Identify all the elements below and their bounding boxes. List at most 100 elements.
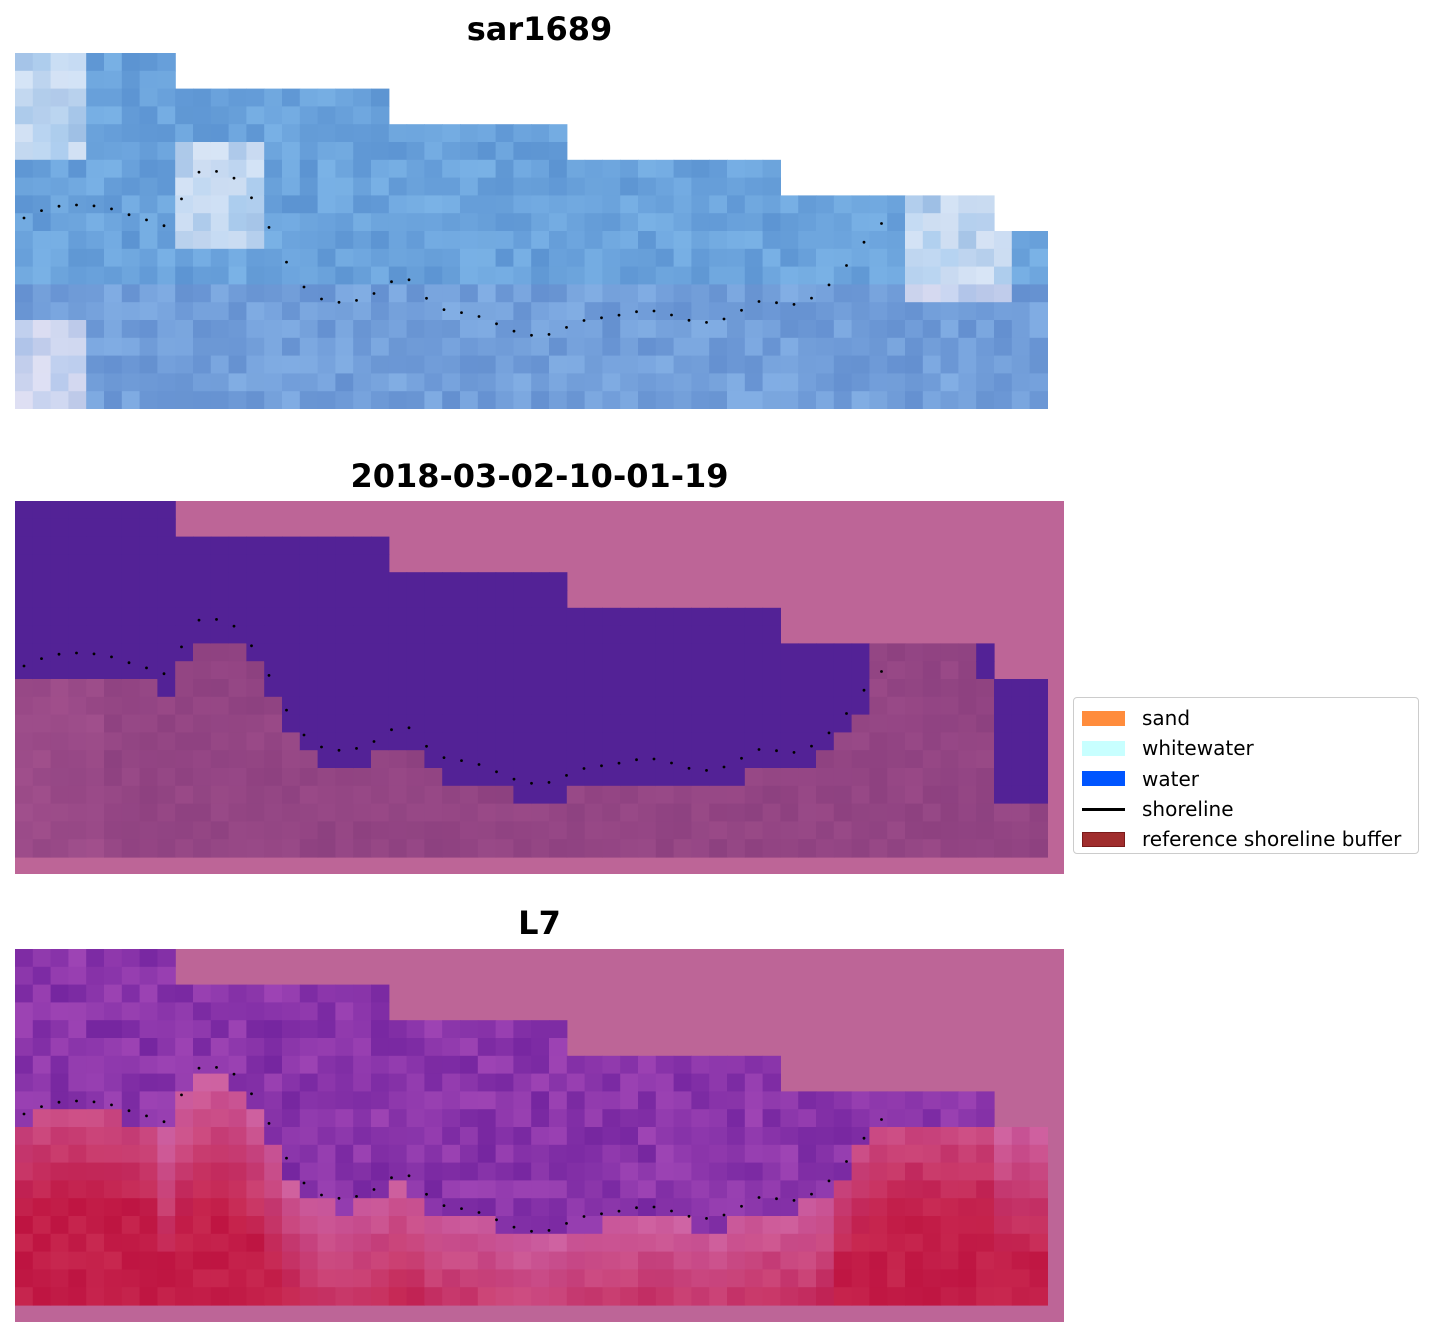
index-pixel [282,1180,301,1199]
index-pixel [175,1287,194,1306]
rgb-pixel [68,337,87,357]
shoreline-point [477,763,481,766]
index-pixel [798,1287,817,1306]
class-pixel [371,696,390,716]
index-pixel [905,1127,924,1146]
index-pixel [353,1002,372,1021]
class-pixel [727,768,746,787]
index-pixel [388,1198,408,1217]
rgb-pixel [620,159,639,179]
index-pixel [157,949,176,968]
class-pixel [121,785,141,805]
rgb-pixel [299,266,319,285]
index-pixel [299,1144,319,1164]
class-pixel [513,661,532,680]
rgb-pixel [584,266,603,285]
class-pixel [727,661,746,680]
index-pixel [976,1109,995,1128]
index-pixel [157,1180,176,1199]
index-pixel [15,1162,34,1181]
index-pixel [371,984,390,1003]
index-pixel [32,1269,52,1288]
index-pixel [495,1251,514,1270]
class-pixel [282,590,301,609]
rgb-pixel [816,266,835,285]
class-pixel [406,572,425,591]
class-pixel [851,696,870,716]
rgb-pixel [264,373,283,392]
class-pixel [157,803,176,822]
index-pixel [68,1287,87,1306]
rgb-pixel [139,373,158,392]
class-pixel [371,679,390,698]
class-pixel [673,768,692,787]
class-pixel [175,839,194,858]
class-pixel [335,625,354,644]
rgb-pixel [335,195,354,214]
index-pixel [477,1127,497,1146]
class-pixel [264,803,283,822]
index-pixel [15,1073,34,1092]
class-pixel [762,803,781,822]
shoreline-point [687,766,691,770]
index-pixel [157,1038,176,1057]
class-pixel [905,803,924,822]
class-pixel [851,750,870,769]
index-pixel [86,966,105,986]
shoreline-point [617,761,621,765]
rgb-pixel [460,266,479,285]
index-pixel [531,1251,550,1270]
index-pixel [388,1055,408,1075]
class-pixel [691,607,710,627]
rgb-pixel [282,373,301,392]
class-pixel [673,803,692,822]
class-pixel [228,839,247,858]
rgb-pixel [15,106,34,125]
index-pixel [673,1127,692,1146]
index-pixel [531,1055,550,1075]
rgb-pixel [371,231,390,250]
class-pixel [210,590,230,609]
class-pixel [531,679,550,698]
index-pixel [869,1269,888,1288]
class-pixel [86,625,105,644]
index-pixel [317,1233,336,1253]
index-pixel [922,1251,942,1270]
class-pixel [744,839,764,858]
class-pixel [246,554,265,573]
index-pixel [335,1091,354,1110]
rgb-pixel [264,337,283,357]
rgb-pixel [264,391,283,409]
rgb-pixel [1011,373,1031,392]
shoreline-point [162,672,166,676]
index-pixel [282,1055,301,1075]
class-pixel [139,803,158,822]
rgb-pixel [50,337,69,357]
class-pixel [139,501,158,520]
rgb-pixel [228,355,247,374]
class-pixel [780,785,799,805]
class-pixel [798,661,817,680]
index-pixel [816,1144,835,1164]
rgb-pixel [193,373,212,392]
index-pixel [104,1162,123,1181]
rgb-pixel [922,213,942,232]
class-pixel [833,661,853,680]
class-pixel [851,768,870,787]
index-pixel [139,1055,158,1075]
rgb-pixel [887,373,906,392]
index-pixel [157,1109,176,1128]
class-pixel [602,821,621,840]
rgb-pixel [282,355,301,374]
index-pixel [833,1287,853,1306]
index-pixel [495,1180,514,1199]
class-pixel [193,750,212,769]
rgb-pixel [68,266,87,285]
class-pixel [673,625,692,644]
rgb-pixel [139,248,158,268]
class-pixel [353,839,372,858]
class-pixel [210,785,230,805]
legend-item-reference-shoreline-buffer: reference shoreline buffer [1080,824,1412,854]
rgb-pixel [121,124,141,143]
index-pixel [869,1091,888,1110]
